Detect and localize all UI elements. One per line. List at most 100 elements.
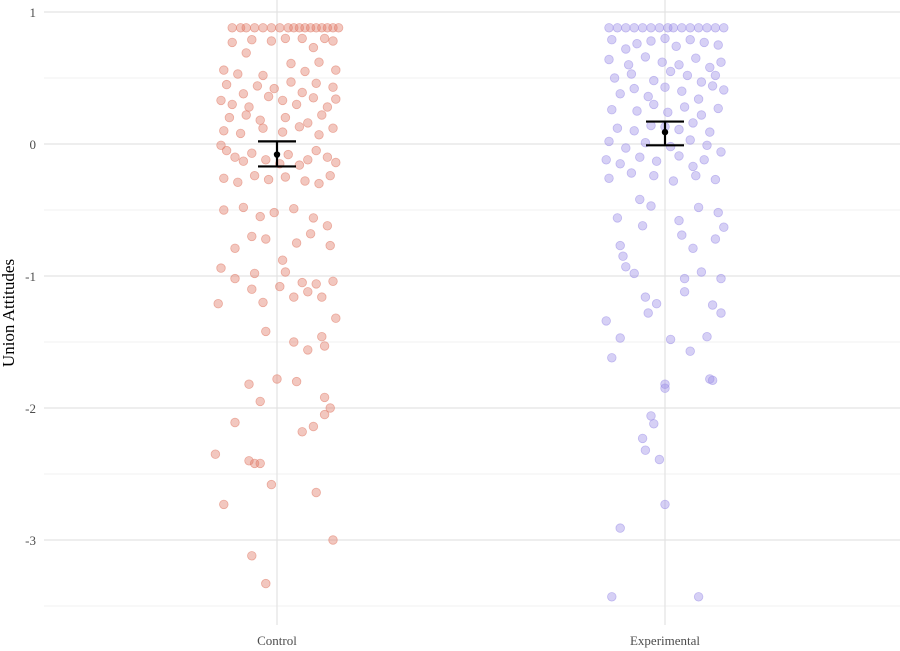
data-point — [660, 499, 670, 510]
data-point — [322, 102, 333, 112]
data-point — [297, 277, 307, 288]
data-point — [280, 33, 291, 44]
data-point — [328, 123, 338, 133]
data-point — [668, 176, 679, 186]
data-point — [291, 376, 302, 387]
data-point — [663, 107, 673, 118]
data-point — [716, 273, 726, 284]
data-point — [235, 128, 246, 139]
data-point — [671, 41, 681, 52]
data-point — [665, 141, 676, 152]
data-point — [238, 89, 249, 99]
data-point — [651, 299, 662, 309]
data-point — [612, 123, 623, 133]
data-point — [643, 308, 653, 318]
data-point — [696, 77, 707, 87]
data-point — [331, 157, 341, 168]
data-point — [230, 417, 240, 428]
data-point — [249, 458, 260, 469]
mean-point — [273, 151, 281, 158]
data-point — [674, 151, 684, 161]
data-point — [213, 299, 223, 309]
data-point — [693, 94, 704, 104]
data-point — [322, 152, 333, 162]
data-points — [210, 23, 729, 602]
data-point — [607, 353, 617, 363]
data-point — [210, 449, 221, 459]
data-point — [247, 551, 257, 561]
data-point — [305, 229, 316, 239]
data-point — [233, 177, 243, 188]
data-point — [311, 23, 321, 33]
data-point — [238, 156, 249, 166]
data-point — [238, 202, 249, 213]
data-point — [716, 57, 726, 67]
data-point — [249, 268, 260, 279]
data-point — [651, 156, 662, 166]
data-point — [612, 213, 623, 223]
data-point — [618, 251, 628, 261]
data-point — [629, 268, 639, 279]
data-point — [261, 155, 271, 165]
data-point — [311, 279, 321, 289]
data-point — [637, 433, 648, 444]
data-point — [685, 346, 695, 356]
data-point — [719, 222, 729, 232]
data-point — [705, 374, 715, 384]
data-point — [691, 170, 701, 181]
data-point — [258, 297, 268, 308]
data-point — [710, 70, 721, 81]
data-point — [261, 326, 271, 337]
x-tick-label: Control — [257, 633, 297, 648]
data-point — [233, 69, 243, 79]
data-point — [604, 23, 614, 33]
y-tick-label: 1 — [30, 5, 37, 20]
data-point — [283, 23, 293, 33]
data-point — [319, 33, 330, 44]
data-point — [637, 23, 648, 33]
data-point — [604, 136, 614, 147]
data-point — [635, 152, 645, 162]
y-tick-label: -2 — [25, 401, 36, 416]
data-point — [699, 37, 709, 48]
data-point — [615, 333, 625, 343]
data-point — [328, 82, 338, 92]
data-point — [269, 83, 279, 94]
data-point — [230, 273, 240, 284]
data-point — [607, 35, 617, 45]
data-point — [696, 110, 707, 120]
data-point — [674, 215, 684, 226]
data-point — [646, 411, 656, 421]
x-tick-label: Experimental — [630, 633, 700, 648]
data-point — [249, 23, 260, 33]
data-point — [716, 147, 726, 157]
data-point — [277, 127, 288, 137]
data-point — [677, 23, 687, 33]
data-point — [325, 170, 335, 181]
data-point — [286, 77, 296, 87]
data-point — [660, 33, 670, 44]
data-point — [643, 91, 653, 102]
data-point — [275, 281, 285, 292]
data-point — [693, 592, 704, 602]
data-point — [693, 202, 704, 213]
data-point — [649, 75, 659, 86]
data-point — [317, 292, 327, 302]
data-point — [663, 23, 673, 33]
data-point — [319, 409, 330, 420]
data-point — [615, 240, 625, 251]
data-point — [607, 592, 617, 602]
data-point — [665, 334, 676, 345]
data-point — [244, 456, 254, 466]
data-point — [640, 292, 651, 302]
data-point — [291, 238, 302, 248]
data-point — [646, 23, 656, 33]
data-point — [286, 58, 296, 69]
data-point — [640, 445, 651, 455]
data-point — [322, 221, 333, 231]
data-point — [289, 23, 299, 33]
data-point — [221, 79, 232, 90]
data-point — [696, 267, 707, 277]
data-point — [258, 70, 268, 81]
data-point — [258, 23, 268, 33]
